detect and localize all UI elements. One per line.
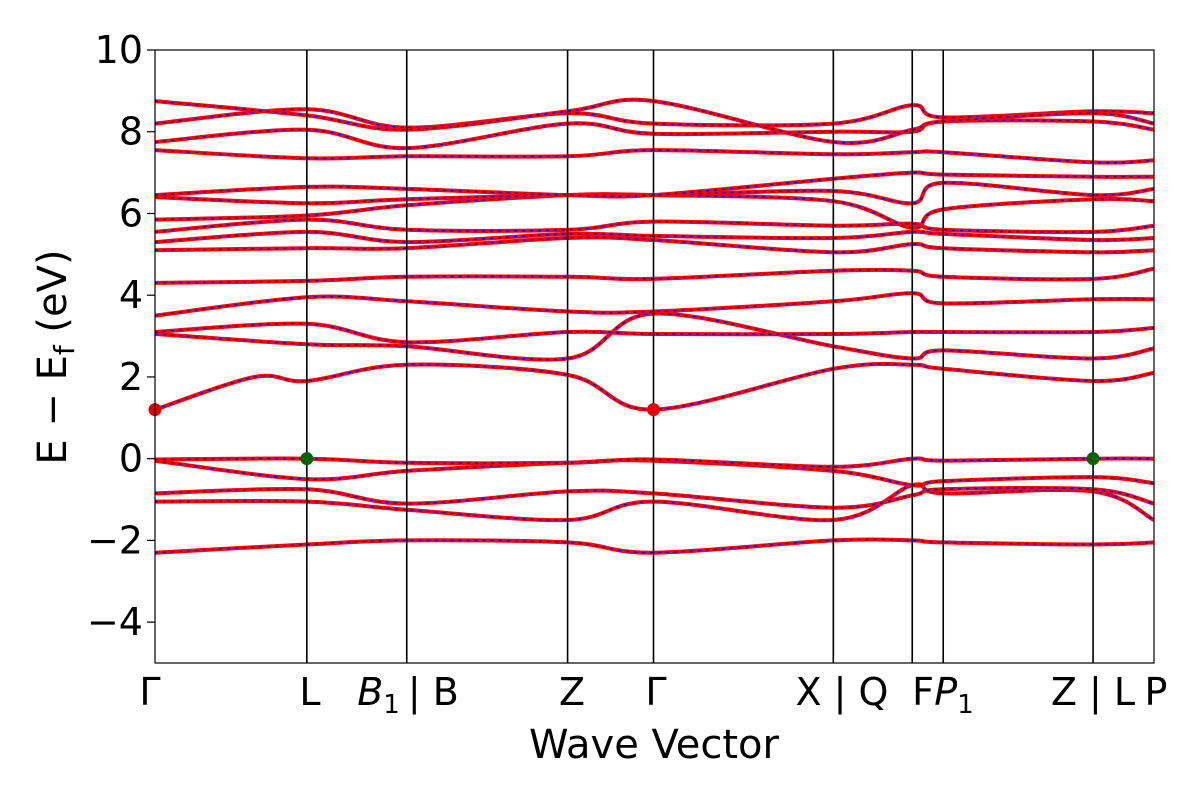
band-line-5-overlay	[155, 457, 1154, 468]
y-tick-label-8: 10	[95, 28, 143, 72]
band-line-2	[155, 482, 1154, 523]
x-tick-gamma-1: Γ	[139, 670, 160, 714]
band-line-15-overlay	[155, 181, 1154, 205]
x-tick-z-l: Z | L	[1051, 670, 1135, 715]
x-tick-x-q: X | Q	[796, 670, 889, 715]
band-line-10	[155, 266, 1154, 285]
x-tick-b1-sub: 1	[383, 690, 400, 720]
x-tick-p1-sub: 1	[957, 690, 974, 720]
markers-layer	[148, 403, 1100, 466]
y-axis-label-sub: f	[48, 344, 81, 355]
x-tick-b1-b: B1 | B	[357, 670, 459, 720]
y-tick-label-7: 8	[119, 110, 143, 154]
band-line-7	[155, 311, 1154, 362]
band-line-3	[155, 485, 1154, 510]
x-tick-l: L	[299, 670, 320, 714]
band-line-1-overlay	[155, 538, 1154, 554]
band-line-17-overlay	[155, 149, 1154, 164]
band-line-20-overlay	[155, 98, 1154, 144]
band-line-7-overlay	[155, 312, 1154, 361]
band-line-16-overlay	[155, 171, 1154, 198]
x-tick-f: F	[912, 670, 934, 714]
plot-frame	[154, 49, 1155, 664]
kpoint-lines	[306, 50, 1094, 663]
band-line-18-overlay	[155, 119, 1154, 149]
band-line-6	[155, 361, 1154, 412]
x-tick-p: P	[1145, 670, 1168, 714]
bands-layer	[155, 97, 1154, 555]
band-line-6-overlay	[155, 363, 1154, 411]
band-line-1	[155, 537, 1154, 555]
y-tick-label-3: 0	[119, 437, 143, 481]
band-line-11	[155, 235, 1154, 255]
x-tick-b1-rest: | B	[408, 670, 459, 715]
y-axis-label: E − Ef (eV)	[30, 249, 81, 464]
y-tick-label-5: 4	[119, 273, 143, 317]
band-line-12-overlay	[155, 230, 1154, 243]
y-tick-label-2: −2	[87, 518, 143, 562]
band-line-10-overlay	[155, 267, 1154, 284]
x-tick-p1-main: P	[934, 670, 957, 714]
x-tick-b1-main: B	[357, 670, 383, 714]
band-line-13	[155, 217, 1154, 235]
extremum-marker-3	[300, 452, 314, 466]
x-tick-z: Z	[559, 670, 585, 714]
y-axis-label-main: E − E	[30, 355, 76, 465]
band-line-11-overlay	[155, 236, 1154, 254]
y-tick-label-6: 6	[119, 191, 143, 235]
band-line-8	[155, 321, 1154, 345]
x-tick-gamma-2: Γ	[645, 670, 666, 714]
band-line-9	[155, 291, 1154, 318]
y-ticks: −4 −2 0 2 4 6 8 10	[87, 28, 155, 644]
y-tick-label-1: −4	[87, 600, 143, 644]
x-axis-label: Wave Vector	[529, 722, 780, 768]
x-tick-p1: P1	[934, 670, 973, 720]
y-tick-label-4: 2	[119, 355, 143, 399]
extremum-marker-4	[1086, 452, 1100, 466]
y-axis-label-unit: (eV)	[30, 249, 76, 345]
extremum-marker-2	[647, 403, 661, 417]
